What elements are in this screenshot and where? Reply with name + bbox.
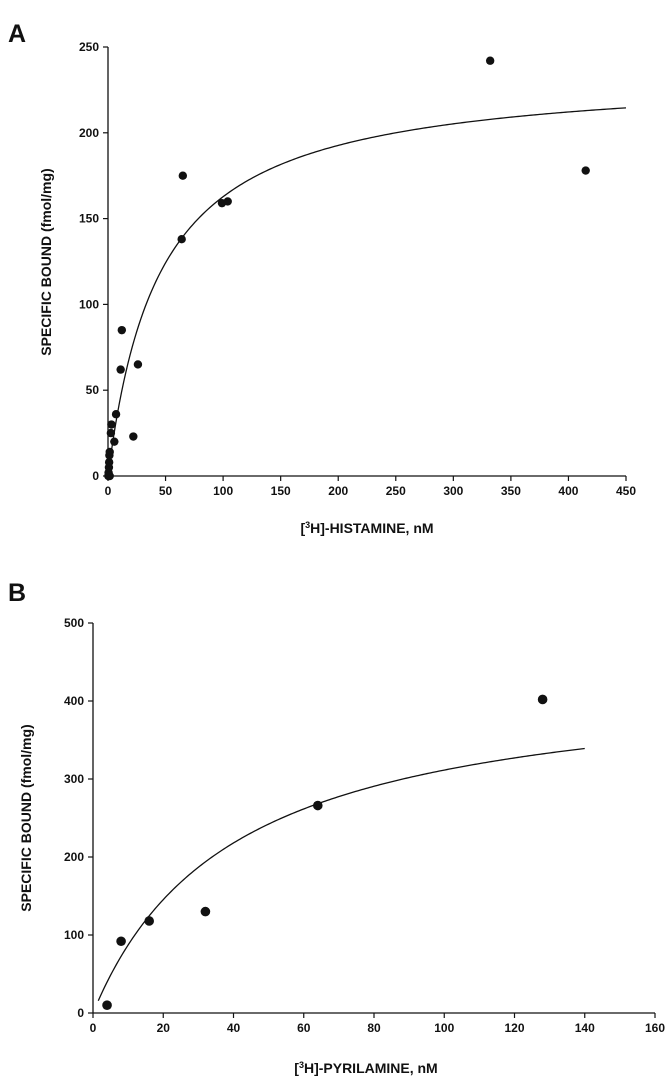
panel-b-y-tick-label: 400 xyxy=(64,694,84,708)
panel-a-y-tick-label: 200 xyxy=(79,126,99,140)
panel-b-data-point xyxy=(200,906,211,917)
panel-a-data-point xyxy=(177,234,186,244)
panel-a-y-tick-label: 0 xyxy=(92,469,99,483)
panel-a-data-point xyxy=(110,437,119,446)
panel-b-points xyxy=(102,694,548,1010)
panel-a-x-axis-title: [3H]-HISTAMINE, nM xyxy=(300,520,433,536)
panel-a-data-point xyxy=(485,56,495,65)
panel-a-x-tick-label: 450 xyxy=(616,484,636,498)
panel-b-y-axis-title: SPECIFIC BOUND (fmol/mg) xyxy=(18,724,34,911)
panel-b-fit-curve xyxy=(97,747,585,1001)
panel-b-x-tick-label: 160 xyxy=(645,1021,665,1035)
panel-b-y-tick-label: 0 xyxy=(77,1006,84,1020)
panel-a-label: A xyxy=(8,20,26,48)
panel-a-data-point xyxy=(117,325,127,335)
panel-b-x-axis-title: [3H]-PYRILAMINE, nM xyxy=(294,1060,437,1076)
panel-a-data-point xyxy=(105,447,114,457)
panel-b-data-point xyxy=(116,936,126,947)
panel-a-y-tick-label: 100 xyxy=(79,297,99,311)
panel-a-data-point xyxy=(111,410,121,419)
panel-b-data-point xyxy=(537,694,548,705)
panel-b-y-tick-label: 300 xyxy=(64,772,84,786)
panel-a-y-tick-label: 150 xyxy=(79,212,99,226)
panel-a-data-point xyxy=(178,171,188,180)
panel-b-x-tick-label: 100 xyxy=(434,1021,454,1035)
panel-a-data-point xyxy=(107,420,116,429)
panel-a-x-tick-label: 150 xyxy=(271,484,291,498)
panel-a-data-point xyxy=(116,365,125,374)
panel-a-data-point xyxy=(133,360,143,369)
panel-b: B 0 20 40 60 80 100 120 140 1600100200300400500 … xyxy=(8,579,665,1076)
panel-a-y-tick-label: 50 xyxy=(86,383,100,397)
panel-b-x-tick-label: 20 xyxy=(157,1021,171,1035)
panel-b-ticks: 0 20 40 60 80 100 120 140 160 0 100 200 300 400 500 xyxy=(64,616,665,1035)
panel-a-data-point xyxy=(223,197,232,206)
panel-a-data-point xyxy=(129,432,138,441)
panel-a-x-tick-label: 100 xyxy=(213,484,233,498)
panel-b-x-tick-label: 0 xyxy=(90,1021,97,1035)
panel-a-x-tick-label: 300 xyxy=(443,484,463,498)
panel-b-y-tick-label: 100 xyxy=(64,928,84,942)
panel-a-data-point xyxy=(105,471,114,481)
panel-b-label: B xyxy=(8,579,26,607)
panel-a-y-tick-label: 250 xyxy=(79,40,99,54)
panel-a-y-axis-title: SPECIFIC BOUND (fmol/mg) xyxy=(38,168,54,355)
panel-b-x-tick-label: 80 xyxy=(367,1021,381,1035)
panel-b-y-tick-label: 200 xyxy=(64,850,84,864)
panel-a-data-point xyxy=(106,428,116,438)
panel-a-x-tick-label: 250 xyxy=(386,484,406,498)
panel-b-y-tick-label: 500 xyxy=(64,616,84,630)
panel-b-x-tick-label: 120 xyxy=(504,1021,524,1035)
panel-a-x-tick-label: 50 xyxy=(159,484,173,498)
panel-b-data-point xyxy=(102,1000,112,1010)
panel-a: A 0 50 100 150 200 250 300 350 400 450 0 50 100 150 20… xyxy=(8,20,636,536)
panel-a-ticks: 0 50 100 150 200 250 300 350 400 450 0 50 100 150 200 2… xyxy=(79,40,636,498)
panel-a-data-point xyxy=(581,166,590,175)
panel-b-x-tick-label: 140 xyxy=(575,1021,595,1035)
panel-a-x-tick-label: 350 xyxy=(501,484,521,498)
panel-b-x-tick-label: 40 xyxy=(227,1021,241,1035)
panel-a-x-tick-label: 200 xyxy=(328,484,348,498)
panel-b-x-tick-label: 60 xyxy=(297,1021,311,1035)
panel-a-x-tick-label: 0 xyxy=(105,484,112,498)
panel-a-x-tick-label: 400 xyxy=(558,484,578,498)
panel-a-points xyxy=(104,56,590,481)
panel-b-data-point xyxy=(313,800,323,811)
panel-a-fit-curve xyxy=(107,107,627,472)
panel-a-data-point xyxy=(104,458,114,467)
panel-b-data-point xyxy=(144,916,154,926)
